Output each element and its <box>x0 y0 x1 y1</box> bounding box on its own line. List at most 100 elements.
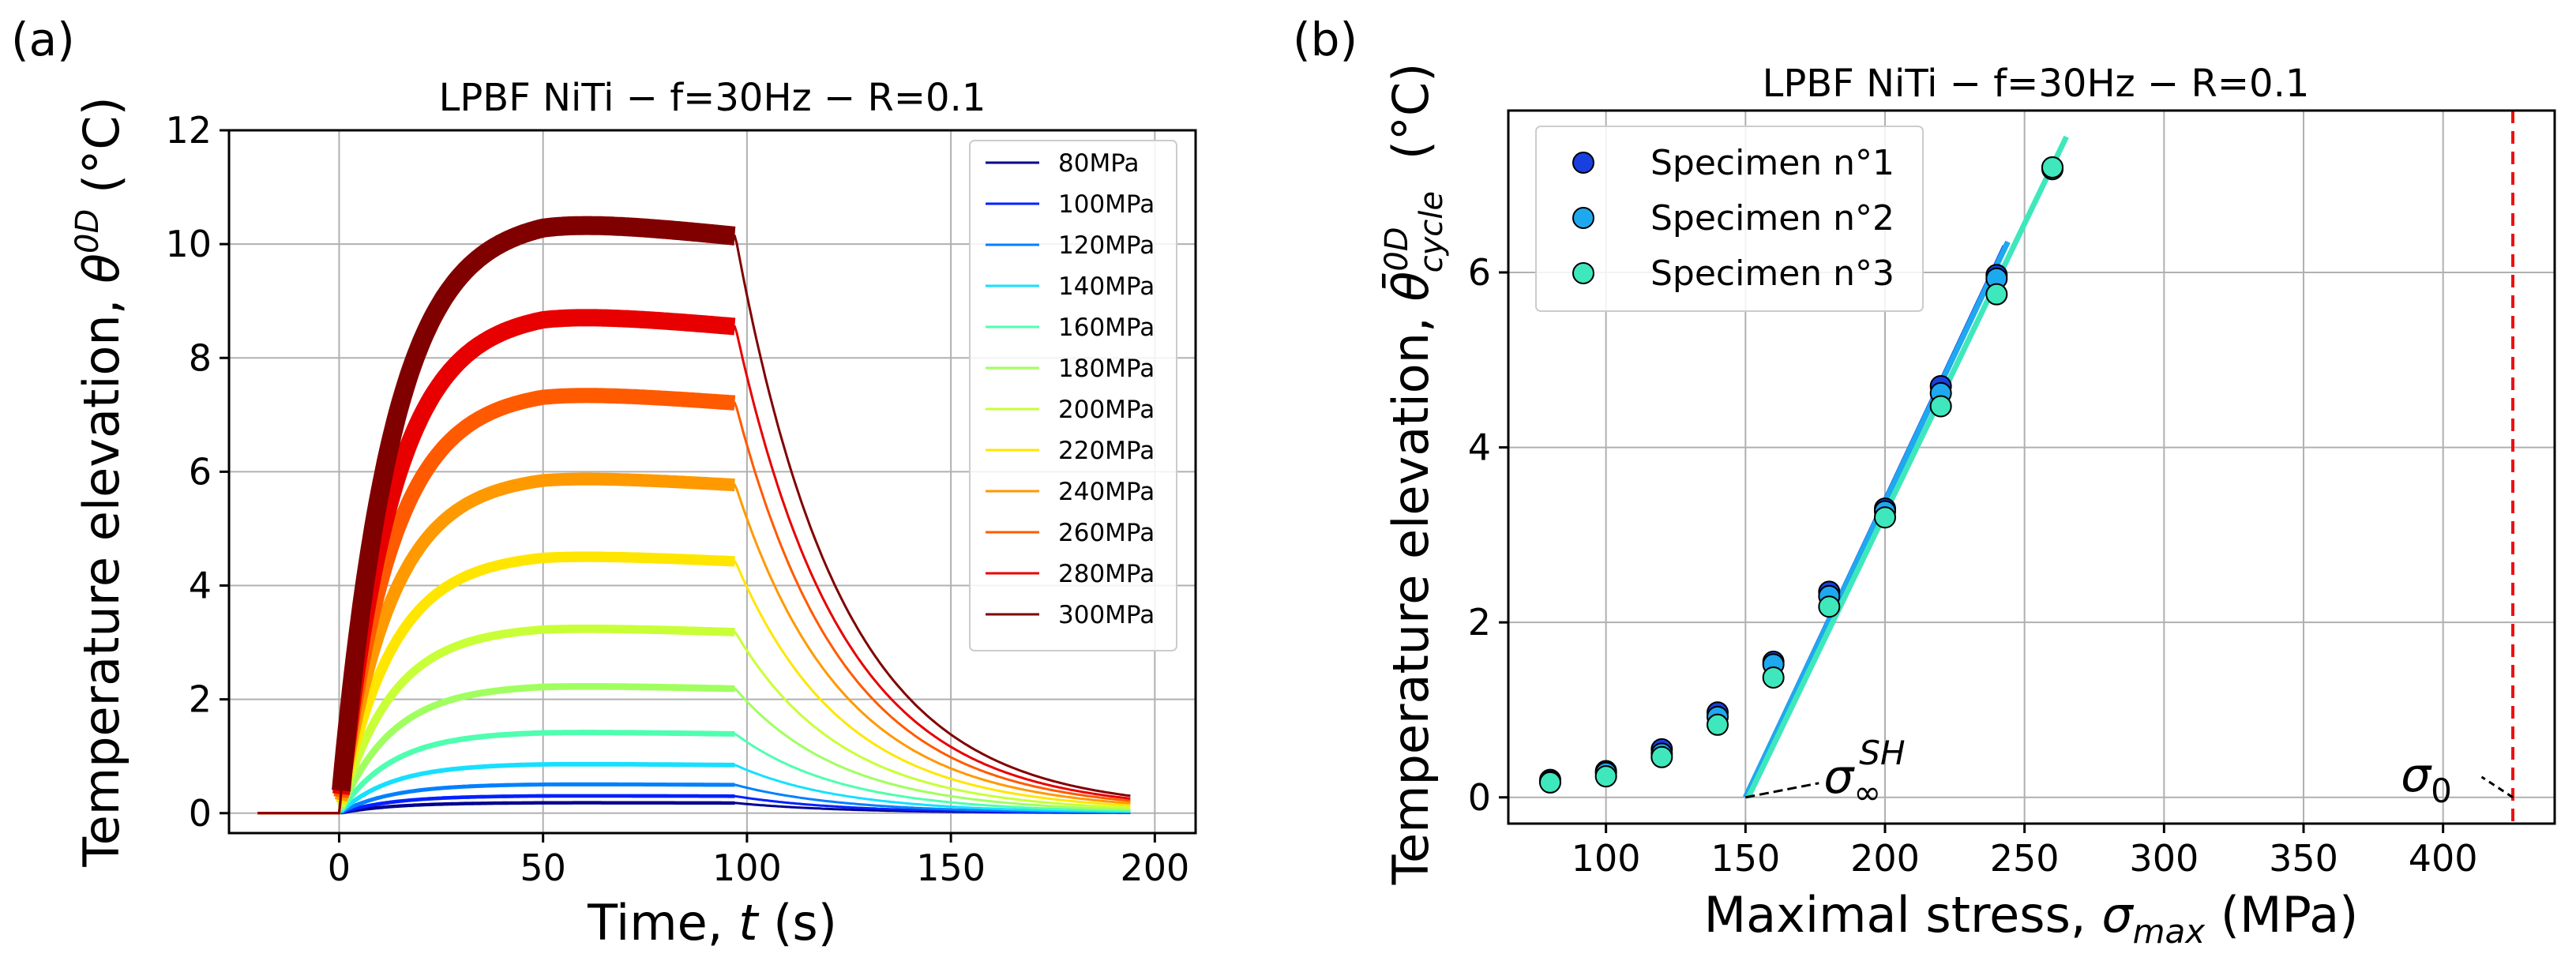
legend-a-label-180MPa: 180MPa <box>1058 355 1155 383</box>
x-tick-label-b: 300 <box>2129 837 2199 880</box>
legend-a-label-220MPa: 220MPa <box>1058 437 1155 465</box>
legend-a-label-120MPa: 120MPa <box>1058 231 1155 260</box>
plot-frame-a <box>227 129 1197 835</box>
annotation-sigma0-sub: 0 <box>2431 771 2452 810</box>
curve-band-160MPa <box>339 730 736 812</box>
x-tick-label-a: 100 <box>712 847 782 889</box>
annotation-sigma-inf-sup: SH <box>1859 734 1905 772</box>
ticks-b: 100 150 200 250 300 350 400 0 2 4 6 <box>1468 251 2478 880</box>
curve-band-80MPa <box>340 801 735 815</box>
legend-b-marker-3 <box>1572 262 1594 284</box>
scatter-points-b <box>1539 156 2063 794</box>
x-axis-title-b: Maximal stress, σmax (MPa) <box>1704 886 2359 951</box>
y-axis-title-a-var: θ <box>73 253 130 283</box>
legend-a-label-100MPa: 100MPa <box>1058 190 1155 219</box>
legend-a-label-260MPa: 260MPa <box>1058 519 1155 547</box>
chart-title-b: LPBF NiTi − f=30Hz − R=0.1 <box>1763 62 2310 106</box>
curve-band-220MPa <box>336 551 738 805</box>
y-axis-title-b-suffix: (°C) <box>1382 63 1440 175</box>
legend-b-label-1: Specimen n°1 <box>1650 143 1894 183</box>
legend-a: 80MPa 100MPa 120MPa 140MPa 160MPa 180MPa 200MP… <box>969 140 1177 651</box>
panel-a: (a) LPBF NiTi − f=30Hz − R=0.1 0 50 100 150… <box>11 13 1197 952</box>
x-axis-title-b-sub: max <box>2133 912 2206 951</box>
y-tick-label-a: 4 <box>189 565 212 607</box>
panel-label-b: (b) <box>1293 13 1357 66</box>
y-axis-title-b: Temperature elevation, θ̄0Dcycle (°C) <box>1379 63 1450 886</box>
curve-band-180MPa <box>338 682 737 810</box>
legend-b-label-3: Specimen n°3 <box>1650 253 1894 294</box>
panel-b: (b) LPBF NiTi − f=30Hz − R=0.1 σ∞SH σ0 10… <box>1293 13 2556 951</box>
y-axis-title-b-sub: cycle <box>1414 191 1450 272</box>
x-axis-title-a: Time, t (s) <box>587 894 837 952</box>
y-axis-title-a-sup: 0D <box>69 209 106 253</box>
annotation-arrow-sigma0 <box>2480 775 2514 799</box>
curve-band-260MPa <box>333 388 741 798</box>
chart-title-a: LPBF NiTi − f=30Hz − R=0.1 <box>439 76 986 120</box>
y-tick-label-a: 8 <box>189 336 212 379</box>
fit-line-3 <box>1745 135 2069 799</box>
x-axis-title-b-prefix: Maximal stress, <box>1704 886 2102 944</box>
y-tick-label-a: 2 <box>189 678 212 721</box>
point-specimen-3 <box>1539 771 1561 794</box>
curve-band-100MPa <box>340 794 735 815</box>
annotation-sigma-inf: σ∞SH <box>1823 734 1905 812</box>
x-axis-title-a-suffix: (s) <box>758 894 837 952</box>
y-axis-title-a-prefix: Temperature elevation, <box>73 283 130 868</box>
point-specimen-3 <box>1707 713 1729 736</box>
y-tick-label-b: 4 <box>1468 426 1491 469</box>
y-tick-label-b: 2 <box>1468 601 1491 644</box>
y-tick-label-a: 6 <box>189 450 212 493</box>
x-axis-title-a-var: t <box>738 894 760 952</box>
point-specimen-3 <box>1929 395 1952 418</box>
y-axis-title-b-prefix: Temperature elevation, <box>1382 302 1440 886</box>
y-axis-title-a: Temperature elevation, θ0D (°C) <box>69 96 130 867</box>
x-tick-label-b: 250 <box>1990 837 2060 880</box>
annotations-b: σ∞SH σ0 <box>1745 734 2514 812</box>
legend-a-label-280MPa: 280MPa <box>1058 560 1155 588</box>
legend-b-label-2: Specimen n°2 <box>1650 198 1894 238</box>
x-tick-label-b: 150 <box>1710 837 1780 880</box>
y-tick-label-a: 10 <box>165 223 212 265</box>
series-a <box>257 216 1131 815</box>
annotation-sigma0: σ0 <box>2401 748 2452 810</box>
plot-frame-b <box>1507 109 2556 825</box>
curve-band-240MPa <box>335 472 739 801</box>
ticks-a: 0 50 100 150 200 0 2 4 6 8 10 12 <box>165 109 1189 889</box>
x-tick-label-b: 350 <box>2269 837 2338 880</box>
y-tick-label-b: 6 <box>1468 251 1491 294</box>
legend-a-label-200MPa: 200MPa <box>1058 396 1155 424</box>
annotation-sigma-inf-var: σ <box>1823 749 1855 805</box>
curve-band-120MPa <box>340 782 735 814</box>
x-tick-label-b: 200 <box>1850 837 1920 880</box>
x-tick-label-b: 100 <box>1572 837 1641 880</box>
point-specimen-3 <box>1874 506 1896 529</box>
point-specimen-3 <box>1762 666 1785 689</box>
x-axis-title-a-prefix: Time, <box>587 894 738 952</box>
x-axis-title-b-suffix: (MPa) <box>2205 886 2358 944</box>
y-tick-label-a: 0 <box>189 792 212 835</box>
annotation-arrow-sigma-inf <box>1745 782 1819 799</box>
x-tick-label-a: 150 <box>916 847 986 889</box>
annotation-sigma-inf-sub: ∞ <box>1853 773 1881 812</box>
legend-a-box <box>969 140 1177 651</box>
curve-band-200MPa <box>336 624 738 808</box>
legend-b-marker-1 <box>1572 152 1594 174</box>
y-tick-label-a: 12 <box>165 109 212 152</box>
x-tick-label-a: 200 <box>1120 847 1189 889</box>
panel-label-a: (a) <box>11 13 75 66</box>
legend-a-label-160MPa: 160MPa <box>1058 313 1155 342</box>
legend-a-label-140MPa: 140MPa <box>1058 272 1155 301</box>
point-specimen-3 <box>1650 745 1673 768</box>
x-tick-label-b: 400 <box>2409 837 2478 880</box>
annotation-sigma0-var: σ <box>2401 748 2432 803</box>
point-specimen-3 <box>1985 283 2008 306</box>
legend-b-marker-2 <box>1572 207 1594 229</box>
point-specimen-3 <box>1818 595 1841 618</box>
x-tick-label-a: 0 <box>328 847 351 889</box>
y-axis-title-a-suffix: (°C) <box>73 96 130 208</box>
curve-band-140MPa <box>340 761 735 813</box>
x-axis-title-b-var: σ <box>2101 886 2134 944</box>
point-specimen-3 <box>1594 765 1617 788</box>
legend-b-box <box>1535 126 1924 312</box>
